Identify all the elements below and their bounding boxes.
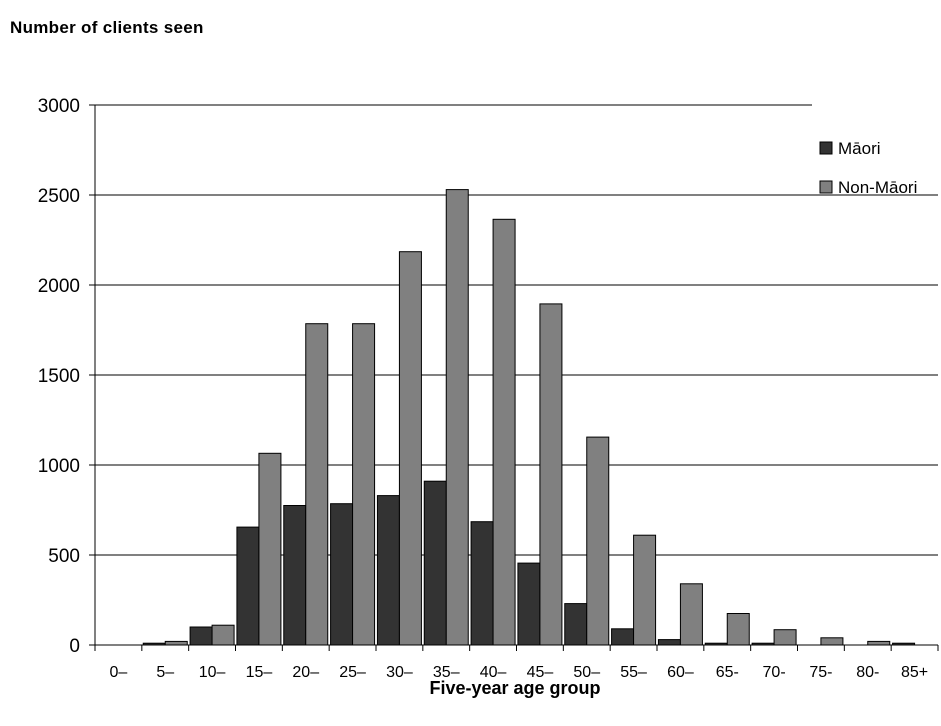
- x-tick-label: 40–: [480, 664, 507, 681]
- x-tick-label: 5–: [156, 664, 174, 681]
- gridlines: [95, 104, 938, 556]
- bar-maori: [376, 495, 400, 646]
- x-tick-label: 60–: [667, 664, 694, 681]
- bar-maori: [423, 480, 447, 646]
- legend-swatch: [819, 141, 833, 155]
- bar-maori: [657, 639, 681, 646]
- x-axis-title: Five-year age group: [429, 678, 601, 698]
- y-tick-label: 2000: [38, 276, 80, 297]
- bar-non-maori: [773, 629, 797, 646]
- y-tick-label: 500: [48, 546, 80, 567]
- bar-maori: [517, 562, 541, 646]
- bar-maori: [330, 503, 354, 646]
- y-tick-label: 1500: [38, 366, 80, 387]
- bar-non-maori: [539, 303, 563, 646]
- bar-non-maori: [633, 534, 657, 646]
- bar-non-maori: [164, 640, 188, 646]
- x-tick-label: 25–: [339, 664, 366, 681]
- bar-non-maori: [305, 323, 329, 646]
- legend-label: Non-Māori: [838, 178, 917, 197]
- x-tick-labels: 0– 5– 10– 15– 20– 25– 30– 35– 40– 45– 50– 55– 60– 65-…: [110, 664, 929, 681]
- y-tick-label: 3000: [38, 96, 80, 117]
- legend-label: Māori: [838, 139, 881, 158]
- x-tick-label: 85+: [901, 664, 928, 681]
- bar-maori: [189, 626, 213, 646]
- x-tick-label: 50–: [573, 664, 600, 681]
- bar-non-maori: [398, 251, 422, 646]
- axes: [89, 104, 939, 651]
- bar-maori: [611, 628, 635, 646]
- bar-maori: [236, 526, 260, 646]
- x-tick-label: 30–: [386, 664, 413, 681]
- bar-non-maori: [679, 583, 703, 646]
- y-tick-label: 1000: [38, 456, 80, 477]
- x-tick-label: 35–: [433, 664, 460, 681]
- bar-maori: [470, 521, 494, 646]
- y-tick-label: 0: [69, 636, 80, 657]
- y-tick-labels: 0 500 1000 1500 2000 2500 3000: [38, 96, 80, 657]
- bar-maori: [564, 603, 588, 646]
- bars: [142, 189, 916, 646]
- y-axis-title: Number of clients seen: [10, 18, 204, 37]
- x-tick-label: 65-: [716, 664, 739, 681]
- x-tick-label: 0–: [110, 664, 128, 681]
- bar-non-maori: [726, 613, 750, 646]
- bar-non-maori: [211, 624, 235, 646]
- bar-non-maori: [820, 637, 844, 646]
- x-tick-label: 70-: [763, 664, 786, 681]
- bar-non-maori: [867, 640, 891, 646]
- x-tick-label: 45–: [527, 664, 554, 681]
- x-tick-label: 80-: [856, 664, 879, 681]
- x-tick-label: 15–: [246, 664, 273, 681]
- x-tick-label: 55–: [620, 664, 647, 681]
- legend-swatch: [819, 180, 833, 194]
- bar-non-maori: [352, 323, 376, 646]
- bar-non-maori: [492, 218, 516, 646]
- x-tick-label: 10–: [199, 664, 226, 681]
- legend: Māori Non-Māori: [819, 139, 917, 197]
- bar-non-maori: [445, 189, 469, 646]
- bar-non-maori: [258, 452, 282, 646]
- bar-maori: [283, 505, 307, 646]
- x-tick-label: 75-: [809, 664, 832, 681]
- bar-non-maori: [586, 436, 610, 646]
- x-tick-label: 20–: [292, 664, 319, 681]
- y-tick-label: 2500: [38, 186, 80, 207]
